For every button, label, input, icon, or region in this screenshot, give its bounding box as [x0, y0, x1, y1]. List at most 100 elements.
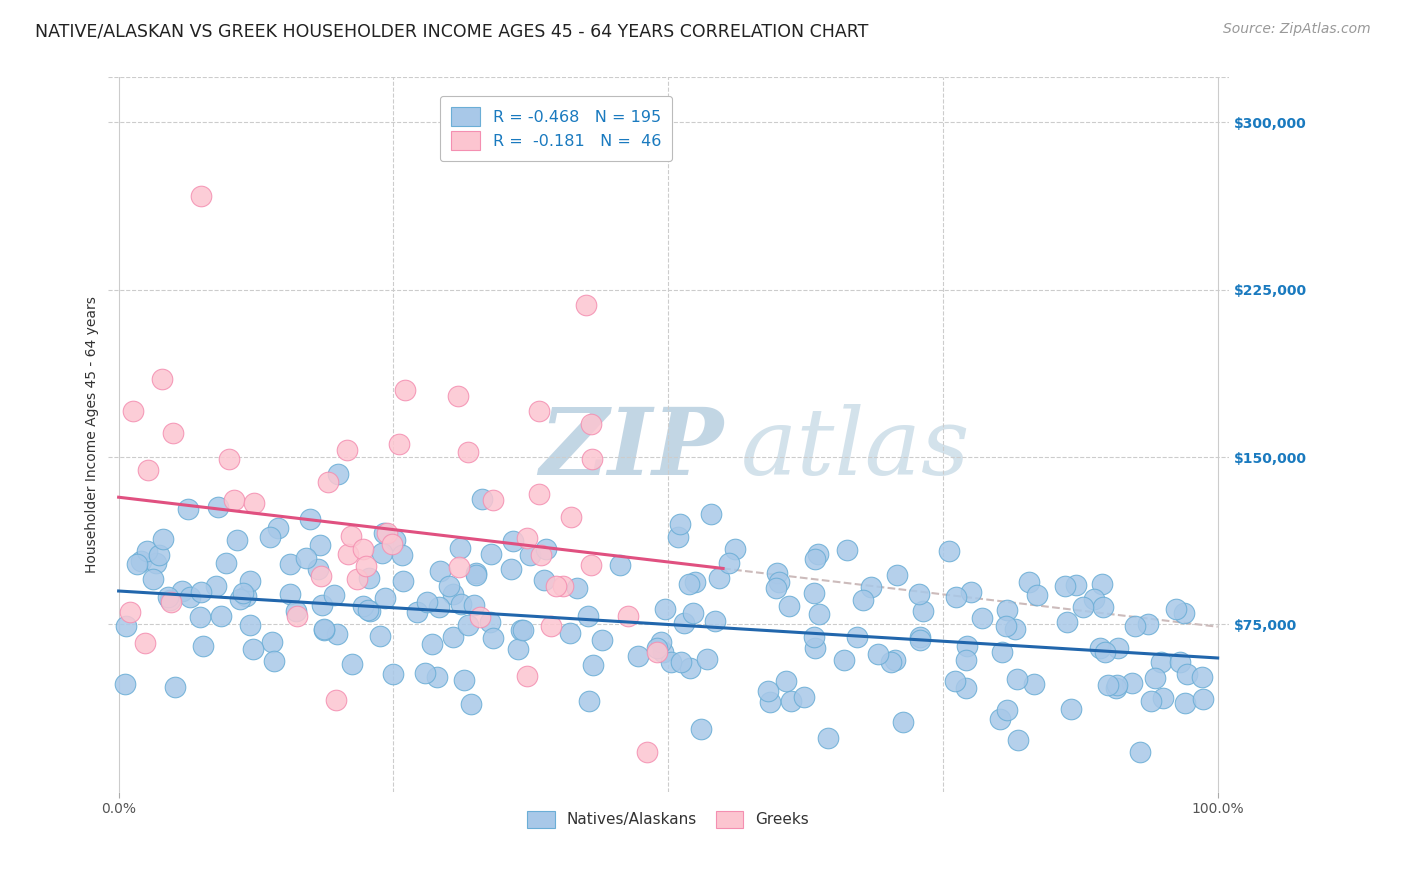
Point	[533, 573, 555, 587]
Point	[1025, 588, 1047, 602]
Point	[441, 630, 464, 644]
Point	[391, 548, 413, 562]
Point	[235, 590, 257, 604]
Point	[384, 533, 406, 547]
Point	[1121, 675, 1143, 690]
Point	[115, 619, 138, 633]
Legend: Natives/Alaskans, Greeks: Natives/Alaskans, Greeks	[522, 805, 815, 834]
Point	[1173, 606, 1195, 620]
Point	[880, 655, 903, 669]
Point	[453, 673, 475, 688]
Point	[447, 388, 470, 402]
Point	[193, 639, 215, 653]
Point	[616, 608, 638, 623]
Point	[125, 557, 148, 571]
Point	[392, 574, 415, 588]
Point	[807, 547, 830, 561]
Point	[576, 609, 599, 624]
Point	[685, 575, 707, 590]
Point	[394, 383, 416, 397]
Point	[803, 586, 825, 600]
Point	[558, 625, 581, 640]
Point	[336, 442, 359, 457]
Point	[775, 673, 797, 688]
Point	[1191, 670, 1213, 684]
Point	[866, 647, 889, 661]
Point	[242, 641, 264, 656]
Point	[527, 487, 550, 501]
Point	[260, 635, 283, 649]
Point	[1097, 678, 1119, 692]
Point	[405, 605, 427, 619]
Point	[312, 622, 335, 636]
Point	[150, 372, 173, 386]
Point	[323, 588, 346, 602]
Point	[218, 451, 240, 466]
Point	[470, 609, 492, 624]
Point	[908, 630, 931, 644]
Text: NATIVE/ALASKAN VS GREEK HOUSEHOLDER INCOME AGES 45 - 64 YEARS CORRELATION CHART: NATIVE/ALASKAN VS GREEK HOUSEHOLDER INCO…	[35, 22, 869, 40]
Point	[689, 722, 711, 736]
Point	[416, 594, 439, 608]
Point	[375, 525, 398, 540]
Point	[482, 493, 505, 508]
Text: ZIP: ZIP	[540, 404, 724, 494]
Point	[1007, 732, 1029, 747]
Point	[450, 597, 472, 611]
Point	[374, 591, 396, 605]
Point	[420, 637, 443, 651]
Point	[441, 587, 464, 601]
Point	[808, 607, 831, 621]
Point	[439, 579, 461, 593]
Point	[846, 630, 869, 644]
Point	[991, 645, 1014, 659]
Point	[1088, 641, 1111, 656]
Point	[803, 631, 825, 645]
Point	[172, 583, 194, 598]
Point	[1129, 745, 1152, 759]
Point	[1083, 592, 1105, 607]
Point	[499, 562, 522, 576]
Point	[114, 676, 136, 690]
Point	[145, 556, 167, 570]
Point	[1018, 574, 1040, 589]
Point	[465, 568, 488, 582]
Point	[768, 574, 790, 589]
Point	[429, 564, 451, 578]
Point	[945, 591, 967, 605]
Point	[1123, 619, 1146, 633]
Point	[482, 631, 505, 645]
Point	[381, 537, 404, 551]
Point	[679, 661, 702, 675]
Point	[1066, 578, 1088, 592]
Point	[356, 559, 378, 574]
Point	[368, 629, 391, 643]
Text: atlas: atlas	[741, 404, 970, 494]
Point	[1056, 615, 1078, 630]
Point	[1150, 655, 1173, 669]
Point	[307, 562, 329, 576]
Point	[516, 531, 538, 545]
Point	[152, 532, 174, 546]
Point	[463, 599, 485, 613]
Point	[1192, 692, 1215, 706]
Point	[311, 598, 333, 612]
Point	[540, 618, 562, 632]
Point	[460, 697, 482, 711]
Point	[835, 543, 858, 558]
Point	[970, 611, 993, 625]
Point	[626, 648, 648, 663]
Point	[758, 695, 780, 709]
Point	[884, 653, 907, 667]
Point	[135, 543, 157, 558]
Point	[645, 640, 668, 655]
Point	[479, 547, 502, 561]
Point	[388, 437, 411, 451]
Point	[1071, 600, 1094, 615]
Point	[765, 566, 787, 580]
Point	[704, 614, 727, 628]
Point	[427, 599, 450, 614]
Point	[118, 605, 141, 619]
Point	[278, 587, 301, 601]
Point	[134, 636, 156, 650]
